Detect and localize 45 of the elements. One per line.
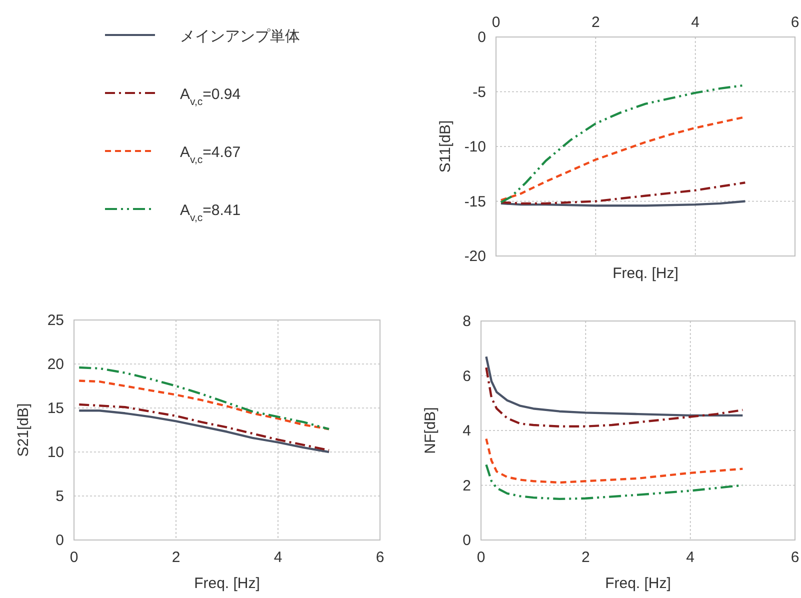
y-tick-label: 0 — [478, 29, 486, 46]
y-tick-label: 20 — [47, 356, 64, 373]
x-tick-label: 2 — [172, 549, 180, 566]
line-series — [485, 464, 744, 500]
x-tick-label: 6 — [790, 549, 800, 566]
y-tick-label: -15 — [464, 193, 486, 210]
x-tick-label: 4 — [691, 14, 700, 31]
x-tick-label: 4 — [274, 549, 282, 566]
x-tick-label: 0 — [70, 549, 78, 566]
y-tick-label: 25 — [47, 312, 64, 329]
y-axis-title: S11[dB] — [437, 120, 454, 173]
legend-label: A$_{v,c}$=8.41 — [180, 202, 241, 224]
legend-label: A$_{v,c}$=0.94 — [180, 86, 241, 108]
y-tick-label: 5 — [56, 488, 64, 505]
x-axis-title: Freq. [Hz] — [605, 575, 671, 592]
y-axis-title: S21[dB] — [15, 403, 32, 457]
y-tick-label: 8 — [462, 313, 471, 330]
line-series — [78, 366, 330, 430]
y-tick-label: 2 — [462, 477, 471, 494]
y-tick-label: 10 — [47, 444, 64, 461]
y-tick-label: 6 — [462, 368, 471, 385]
legend-label: メインアンプ単体 — [180, 28, 300, 45]
x-axis-title: Freq. [Hz] — [194, 575, 260, 592]
x-tick-label: 0 — [492, 14, 500, 31]
line-series — [485, 438, 744, 484]
y-tick-label: 15 — [47, 400, 64, 417]
line-series — [485, 355, 744, 417]
x-tick-label: 6 — [376, 549, 384, 566]
x-tick-label: 2 — [591, 14, 600, 31]
x-tick-label: 6 — [790, 14, 800, 31]
y-tick-label: 4 — [462, 422, 471, 440]
y-axis-title: NF[dB] — [422, 407, 439, 454]
line-series — [78, 410, 330, 454]
x-tick-label: 2 — [581, 549, 590, 566]
y-tick-label: 0 — [56, 532, 64, 549]
legend-label: A$_{v,c}$=4.67 — [180, 144, 241, 166]
y-tick-label: -10 — [464, 138, 486, 156]
line-series — [485, 366, 744, 428]
y-tick-label: 0 — [462, 532, 471, 549]
line-series — [500, 182, 746, 205]
line-series — [78, 403, 330, 452]
y-tick-label: -20 — [464, 248, 486, 265]
y-tick-label: -5 — [472, 84, 486, 101]
x-axis-title: Freq. [Hz] — [612, 265, 678, 282]
x-tick-label: 4 — [686, 549, 695, 566]
